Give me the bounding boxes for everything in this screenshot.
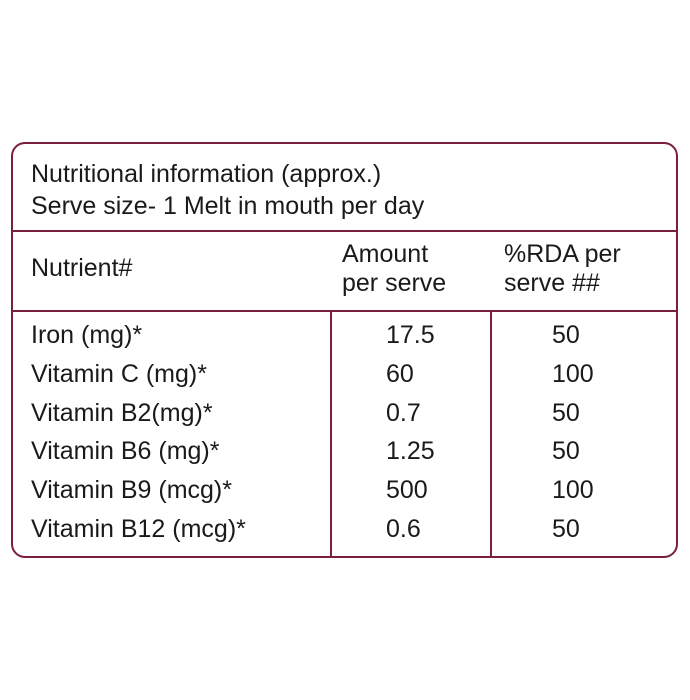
rda-value: 50 [552, 514, 580, 543]
header-amount-line-1: Amount [342, 240, 429, 268]
table-row: Vitamin B2(mg)* 0.7 50 [13, 395, 676, 434]
nutrient-name: Vitamin B9 (mcg)* [31, 476, 232, 505]
table-row: Vitamin C (mg)* 60 100 [13, 356, 676, 395]
rda-value: 50 [552, 398, 580, 427]
table-row: Vitamin B9 (mcg)* 500 100 [13, 472, 676, 511]
divider-title [13, 230, 676, 232]
panel-title: Nutritional information (approx.) Serve … [31, 158, 424, 222]
header-rda-line-1: %RDA per [504, 240, 621, 268]
header-rda: %RDA per serve ## [504, 240, 621, 298]
title-line-1: Nutritional information (approx.) [31, 160, 382, 188]
rda-value: 100 [552, 359, 594, 388]
column-divider-2 [490, 310, 492, 556]
nutrient-name: Vitamin C (mg)* [31, 359, 207, 388]
column-divider-1 [330, 310, 332, 556]
nutrient-name: Iron (mg)* [31, 321, 143, 349]
nutrient-name: Vitamin B2(mg)* [31, 398, 213, 427]
table-body: Iron (mg)* 17.5 50 Vitamin C (mg)* 60 10… [13, 317, 676, 550]
rda-value: 50 [552, 321, 580, 349]
amount-value: 500 [386, 476, 428, 505]
table-row: Vitamin B6 (mg)* 1.25 50 [13, 433, 676, 472]
table-row: Iron (mg)* 17.5 50 [13, 317, 676, 356]
divider-header [13, 310, 676, 312]
header-amount: Amount per serve [342, 240, 446, 298]
header-amount-line-2: per serve [342, 269, 447, 297]
amount-value: 60 [386, 359, 414, 388]
nutrient-name: Vitamin B6 (mg)* [31, 437, 220, 466]
header-nutrient: Nutrient# [31, 254, 133, 282]
nutrient-name: Vitamin B12 (mcg)* [31, 514, 246, 543]
title-line-2: Serve size- 1 Melt in mouth per day [31, 192, 425, 220]
rda-value: 50 [552, 437, 580, 466]
amount-value: 17.5 [386, 321, 435, 349]
amount-value: 0.7 [386, 398, 421, 427]
amount-value: 0.6 [386, 514, 421, 543]
nutrition-panel: Nutritional information (approx.) Serve … [11, 142, 678, 558]
table-row: Vitamin B12 (mcg)* 0.6 50 [13, 511, 676, 550]
rda-value: 100 [552, 476, 594, 505]
header-rda-line-2: serve ## [504, 269, 600, 297]
amount-value: 1.25 [386, 437, 435, 466]
